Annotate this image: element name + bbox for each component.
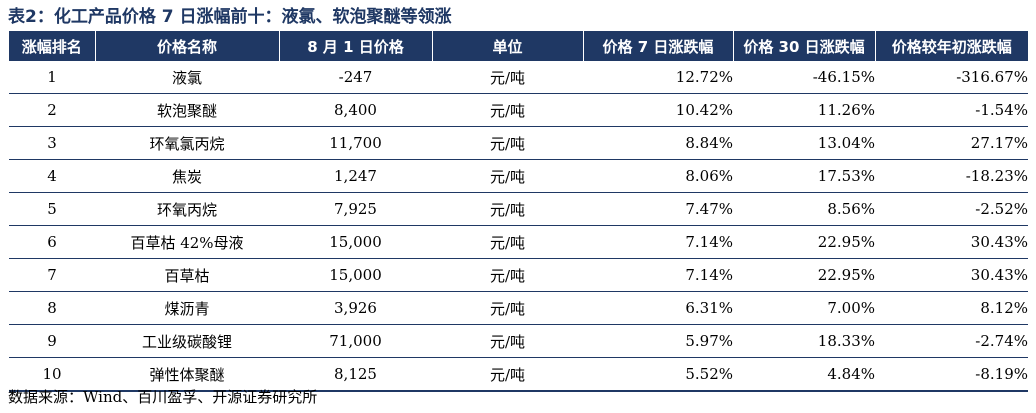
cell-rank: 2 (9, 93, 95, 127)
cell-change-30d: 11.26% (733, 93, 875, 127)
cell-name: 工业级碳酸锂 (95, 324, 279, 358)
cell-change-7d: 10.42% (583, 93, 733, 127)
cell-change-30d: 4.84% (733, 357, 875, 392)
cell-change-ytd: -8.19% (875, 357, 1028, 392)
cell-rank: 6 (9, 225, 95, 259)
source-note: 数据来源：Wind、百川盈孚、开源证券研究所 (8, 388, 318, 406)
table-row: 10 弹性体聚醚 8,125 元/吨 5.52% 4.84% -8.19% (9, 357, 1028, 392)
cell-change-ytd: -2.52% (875, 192, 1028, 226)
cell-rank: 8 (9, 291, 95, 325)
cell-change-ytd: 30.43% (875, 225, 1028, 259)
header-row: 涨幅排名 价格名称 8 月 1 日价格 单位 价格 7 日涨跌幅 价格 30 日… (9, 31, 1028, 61)
cell-change-30d: 22.95% (733, 225, 875, 259)
table-row: 1 液氯 -247 元/吨 12.72% -46.15% -316.67% (9, 61, 1028, 94)
table-row: 9 工业级碳酸锂 71,000 元/吨 5.97% 18.33% -2.74% (9, 324, 1028, 358)
col-header-change-7d: 价格 7 日涨跌幅 (583, 31, 734, 61)
cell-change-ytd: 27.17% (875, 126, 1028, 160)
col-header-name: 价格名称 (95, 31, 280, 61)
cell-change-30d: 22.95% (733, 258, 875, 292)
cell-name: 环氧氯丙烷 (95, 126, 279, 160)
cell-name: 环氧丙烷 (95, 192, 279, 226)
cell-price: 1,247 (279, 159, 432, 193)
cell-price: 8,400 (279, 93, 432, 127)
cell-price: -247 (279, 61, 432, 94)
table-row: 8 煤沥青 3,926 元/吨 6.31% 7.00% 8.12% (9, 291, 1028, 325)
table-row: 6 百草枯 42%母液 15,000 元/吨 7.14% 22.95% 30.4… (9, 225, 1028, 259)
table-row: 2 软泡聚醚 8,400 元/吨 10.42% 11.26% -1.54% (9, 93, 1028, 127)
col-header-change-30d: 价格 30 日涨跌幅 (733, 31, 876, 61)
cell-unit: 元/吨 (432, 192, 583, 226)
cell-price: 7,925 (279, 192, 432, 226)
cell-price: 15,000 (279, 225, 432, 259)
cell-change-7d: 5.52% (583, 357, 733, 392)
cell-name: 弹性体聚醚 (95, 357, 279, 392)
table-title: 表2：化工产品价格 7 日涨幅前十：液氯、软泡聚醚等领涨 (8, 7, 452, 27)
cell-unit: 元/吨 (432, 126, 583, 160)
cell-rank: 3 (9, 126, 95, 160)
cell-name: 焦炭 (95, 159, 279, 193)
cell-rank: 10 (9, 357, 95, 392)
cell-price: 8,125 (279, 357, 432, 392)
cell-change-30d: -46.15% (733, 61, 875, 94)
cell-change-7d: 12.72% (583, 61, 733, 94)
cell-change-30d: 17.53% (733, 159, 875, 193)
cell-unit: 元/吨 (432, 291, 583, 325)
cell-unit: 元/吨 (432, 93, 583, 127)
cell-rank: 5 (9, 192, 95, 226)
cell-rank: 1 (9, 61, 95, 94)
cell-change-30d: 8.56% (733, 192, 875, 226)
cell-name: 煤沥青 (95, 291, 279, 325)
cell-unit: 元/吨 (432, 258, 583, 292)
cell-change-ytd: -2.74% (875, 324, 1028, 358)
cell-change-7d: 7.14% (583, 225, 733, 259)
cell-change-30d: 18.33% (733, 324, 875, 358)
cell-name: 百草枯 (95, 258, 279, 292)
cell-change-30d: 7.00% (733, 291, 875, 325)
cell-price: 3,926 (279, 291, 432, 325)
cell-name: 软泡聚醚 (95, 93, 279, 127)
cell-unit: 元/吨 (432, 324, 583, 358)
cell-change-ytd: -1.54% (875, 93, 1028, 127)
cell-change-7d: 5.97% (583, 324, 733, 358)
cell-price: 71,000 (279, 324, 432, 358)
cell-change-ytd: 30.43% (875, 258, 1028, 292)
col-header-unit: 单位 (432, 31, 584, 61)
cell-change-7d: 8.06% (583, 159, 733, 193)
cell-price: 11,700 (279, 126, 432, 160)
table-row: 7 百草枯 15,000 元/吨 7.14% 22.95% 30.43% (9, 258, 1028, 292)
cell-change-30d: 13.04% (733, 126, 875, 160)
cell-name: 液氯 (95, 61, 279, 94)
col-header-change-ytd: 价格较年初涨跌幅 (875, 31, 1028, 61)
cell-unit: 元/吨 (432, 225, 583, 259)
col-header-rank: 涨幅排名 (9, 31, 96, 61)
cell-change-ytd: -18.23% (875, 159, 1028, 193)
price-change-table: 涨幅排名 价格名称 8 月 1 日价格 单位 价格 7 日涨跌幅 价格 30 日… (9, 31, 1028, 392)
table-row: 4 焦炭 1,247 元/吨 8.06% 17.53% -18.23% (9, 159, 1028, 193)
cell-unit: 元/吨 (432, 159, 583, 193)
cell-unit: 元/吨 (432, 61, 583, 94)
col-header-price: 8 月 1 日价格 (279, 31, 433, 61)
cell-change-ytd: 8.12% (875, 291, 1028, 325)
table-row: 5 环氧丙烷 7,925 元/吨 7.47% 8.56% -2.52% (9, 192, 1028, 226)
cell-change-7d: 7.14% (583, 258, 733, 292)
cell-change-ytd: -316.67% (875, 61, 1028, 94)
cell-name: 百草枯 42%母液 (95, 225, 279, 259)
cell-rank: 9 (9, 324, 95, 358)
cell-rank: 4 (9, 159, 95, 193)
cell-rank: 7 (9, 258, 95, 292)
table-row: 3 环氧氯丙烷 11,700 元/吨 8.84% 13.04% 27.17% (9, 126, 1028, 160)
cell-change-7d: 6.31% (583, 291, 733, 325)
cell-change-7d: 8.84% (583, 126, 733, 160)
cell-price: 15,000 (279, 258, 432, 292)
cell-unit: 元/吨 (432, 357, 583, 392)
cell-change-7d: 7.47% (583, 192, 733, 226)
